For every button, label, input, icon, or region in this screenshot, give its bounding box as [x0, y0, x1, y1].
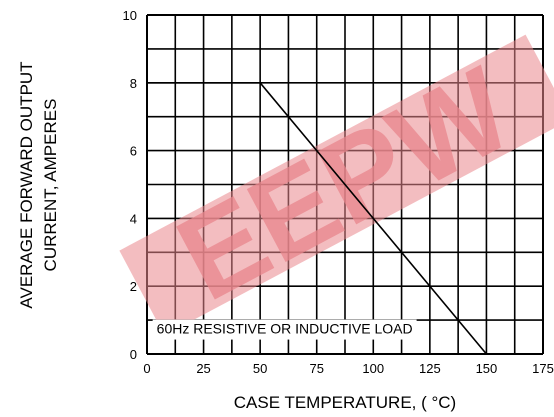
- x-tick-label: 0: [143, 361, 150, 376]
- annotation-layer: 60Hz RESISTIVE OR INDUCTIVE LOAD: [152, 319, 417, 340]
- y-tick-label: 4: [130, 211, 137, 226]
- tick-labels: 0 25 50 75 100 125 150 175 0 2 4 6 8 10: [123, 8, 554, 376]
- y-axis-title: AVERAGE FORWARD OUTPUT CURRENT, AMPERES: [17, 61, 60, 308]
- y-tick-label: 8: [130, 76, 137, 91]
- x-tick-label: 75: [309, 361, 323, 376]
- y-tick-label: 6: [130, 144, 137, 159]
- x-tick-label: 175: [532, 361, 554, 376]
- x-tick-label: 50: [253, 361, 267, 376]
- x-tick-label: 100: [362, 361, 384, 376]
- y-axis-title-line-2: CURRENT, AMPERES: [41, 99, 60, 272]
- annotation-text-1: 60Hz RESISTIVE OR INDUCTIVE LOAD: [157, 321, 413, 337]
- y-tick-label: 0: [130, 347, 137, 362]
- y-tick-label: 2: [130, 279, 137, 294]
- x-tick-label: 150: [476, 361, 498, 376]
- series-line-1: [147, 82, 488, 355]
- y-axis-title-line-1: AVERAGE FORWARD OUTPUT: [17, 61, 36, 308]
- y-tick-label: 10: [123, 8, 137, 23]
- x-tick-label: 25: [196, 361, 210, 376]
- x-tick-label: 125: [419, 361, 441, 376]
- x-axis-title: CASE TEMPERATURE, ( °C): [234, 393, 456, 412]
- series-layer: [147, 82, 488, 355]
- annotation-background: [152, 319, 417, 340]
